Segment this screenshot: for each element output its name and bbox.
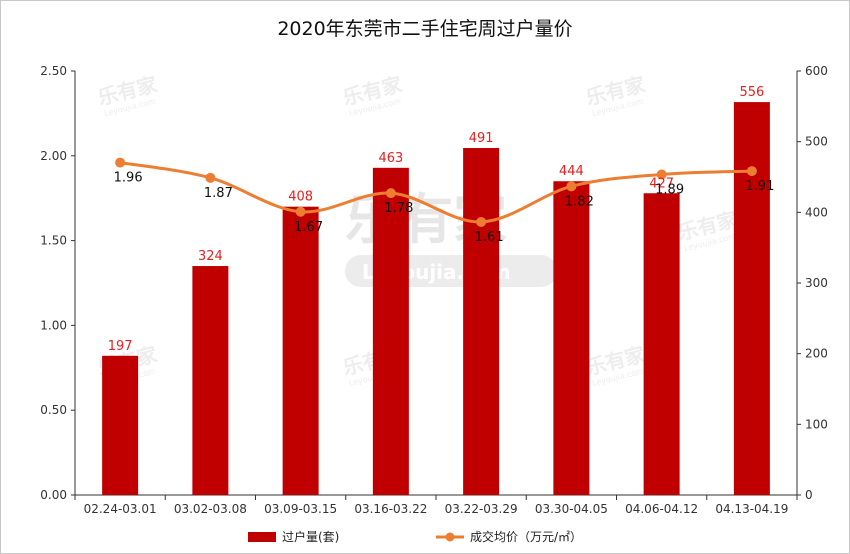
line-point <box>205 172 216 183</box>
axes: 0.00 0.50 1.00 1.50 2.00 2.50 0 100 200 300 400 500… <box>40 64 828 516</box>
bar <box>192 266 229 495</box>
x-tick-label: 03.16-03.22 <box>354 502 427 516</box>
y-right-tick-label: 500 <box>805 135 828 149</box>
x-tick-label: 04.06-04.12 <box>625 502 698 516</box>
line-point <box>295 206 306 217</box>
bar <box>643 193 680 495</box>
line-point <box>385 188 396 199</box>
bar <box>733 102 770 496</box>
line-value-label: 1.61 <box>475 230 504 245</box>
bar-value-label: 408 <box>288 190 313 205</box>
x-tick-label: 04.13-04.19 <box>715 502 788 516</box>
bar-value-label: 444 <box>559 164 584 179</box>
y-left-tick-label: 0.00 <box>40 488 67 502</box>
y-left-tick-label: 2.50 <box>40 64 67 78</box>
line-value-label: 1.67 <box>294 220 323 235</box>
y-right-tick-label: 400 <box>805 205 828 219</box>
bar <box>553 181 590 496</box>
x-tick-label: 03.02-03.08 <box>174 502 247 516</box>
bar-value-label: 324 <box>198 249 223 264</box>
bar-series <box>102 102 770 496</box>
bar-value-label: 556 <box>739 85 764 100</box>
y-left-tick-label: 0.50 <box>40 403 67 417</box>
y-right-tick-label: 200 <box>805 347 828 361</box>
line-value-label: 1.78 <box>384 201 413 216</box>
line-point <box>566 181 577 192</box>
line-value-label: 1.91 <box>745 179 774 194</box>
line-value-label: 1.89 <box>655 182 684 197</box>
line-path <box>119 161 752 224</box>
bar-value-label: 427 <box>649 176 674 191</box>
line-point <box>746 166 757 177</box>
x-tick-label: 03.22-03.29 <box>445 502 518 516</box>
bar-value-label: 197 <box>108 339 133 354</box>
line-point <box>656 169 667 180</box>
x-tick-label: 03.30-04.05 <box>535 502 608 516</box>
line-value-label: 1.87 <box>204 186 233 201</box>
bar <box>102 355 139 495</box>
bar <box>282 206 319 495</box>
line-point <box>115 157 126 168</box>
line-point <box>476 216 487 227</box>
legend-label-bar: 过户量(套) <box>282 529 339 544</box>
data-labels: 197 324 408 463 491 444 427 556 1.96 1.87 1.67 1.78… <box>108 85 775 354</box>
line-value-label: 1.96 <box>114 171 143 186</box>
legend-swatch-marker <box>445 532 455 542</box>
y-left-tick-label: 1.50 <box>40 234 67 248</box>
y-left-tick-label: 1.00 <box>40 318 67 332</box>
x-tick-label: 02.24-03.01 <box>84 502 157 516</box>
bar-value-label: 491 <box>469 131 494 146</box>
bar <box>372 167 409 495</box>
bar <box>463 148 500 495</box>
y-right-tick-label: 300 <box>805 276 828 290</box>
line-value-label: 1.82 <box>565 194 594 209</box>
y-left-tick-label: 2.00 <box>40 149 67 163</box>
legend-label-line: 成交均价（万元/㎡） <box>470 529 582 544</box>
line-series <box>115 157 757 227</box>
bar-value-label: 463 <box>378 151 403 166</box>
y-right-tick-label: 100 <box>805 417 828 431</box>
x-tick-label: 03.09-03.15 <box>264 502 337 516</box>
y-right-tick-label: 0 <box>805 488 813 502</box>
legend[interactable]: 过户量(套) 成交均价（万元/㎡） <box>248 529 582 544</box>
chart-title: 2020年东莞市二手住宅周过户量价 <box>277 18 573 40</box>
legend-swatch-bar <box>248 532 276 542</box>
y-right-tick-label: 600 <box>805 64 828 78</box>
